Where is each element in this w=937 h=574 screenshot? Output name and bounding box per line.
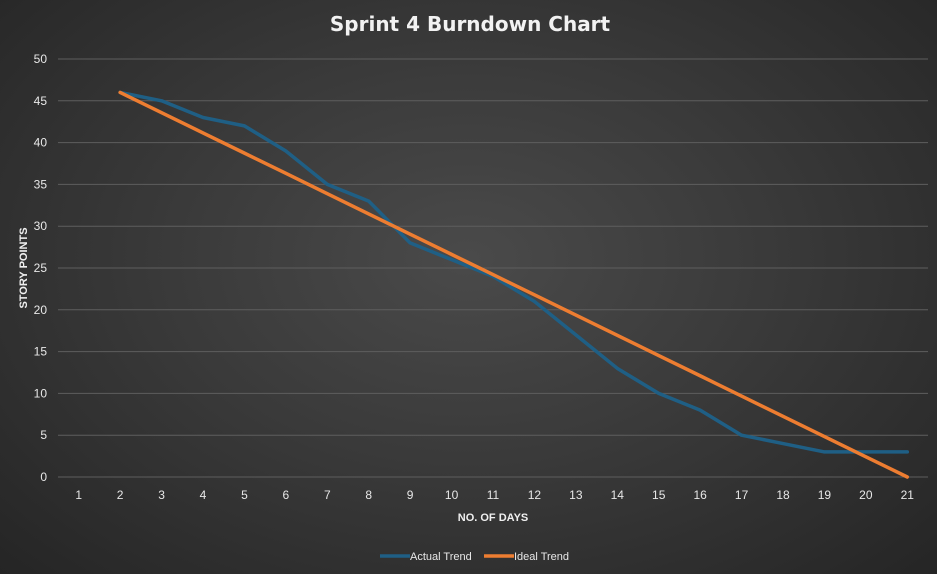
- x-tick-12: 12: [528, 488, 542, 502]
- grid-lines: [58, 58, 928, 478]
- x-tick-8: 8: [365, 488, 372, 502]
- y-tick-35: 35: [34, 177, 48, 191]
- y-tick-30: 30: [34, 219, 48, 233]
- x-tick-18: 18: [776, 488, 790, 502]
- x-axis-label: NO. OF DAYS: [458, 512, 529, 524]
- x-tick-3: 3: [158, 488, 165, 502]
- y-tick-40: 40: [34, 136, 48, 150]
- y-axis-label: STORY POINTS: [18, 227, 30, 308]
- y-tick-10: 10: [34, 386, 48, 400]
- x-tick-10: 10: [445, 488, 459, 502]
- legend: Actual Trend Ideal Trend: [380, 551, 569, 563]
- chart-title: Sprint 4 Burndown Chart: [330, 12, 611, 36]
- legend-item-ideal-trend: Ideal Trend: [484, 551, 569, 563]
- x-tick-17: 17: [735, 488, 749, 502]
- x-tick-20: 20: [859, 488, 873, 502]
- x-tick-14: 14: [611, 488, 625, 502]
- x-tick-9: 9: [407, 488, 414, 502]
- y-tick-15: 15: [34, 345, 48, 359]
- ideal-trend-line: [118, 90, 910, 479]
- x-tick-labels: 1 2 3 4 5 6 7 8 9 10 11 12 13 14 15 16 17 18 19 20 21: [75, 488, 914, 502]
- x-tick-16: 16: [693, 488, 707, 502]
- x-tick-6: 6: [283, 488, 290, 502]
- x-tick-2: 2: [117, 488, 124, 502]
- y-tick-20: 20: [34, 303, 48, 317]
- x-tick-1: 1: [75, 488, 82, 502]
- x-tick-7: 7: [324, 488, 331, 502]
- y-tick-45: 45: [34, 94, 48, 108]
- legend-label-actual-trend: Actual Trend: [410, 551, 472, 563]
- y-tick-50: 50: [34, 52, 48, 66]
- series-lines: [118, 90, 910, 479]
- x-tick-19: 19: [818, 488, 832, 502]
- actual-trend-line: [118, 90, 910, 454]
- y-tick-labels: 0 5 10 15 20 25 30 35 40 45 50: [34, 52, 48, 484]
- x-tick-5: 5: [241, 488, 248, 502]
- x-tick-21: 21: [901, 488, 915, 502]
- x-tick-15: 15: [652, 488, 666, 502]
- y-tick-25: 25: [34, 261, 48, 275]
- y-tick-5: 5: [40, 428, 47, 442]
- legend-label-ideal-trend: Ideal Trend: [514, 551, 569, 563]
- legend-item-actual-trend: Actual Trend: [380, 551, 472, 563]
- x-tick-4: 4: [200, 488, 207, 502]
- x-tick-11: 11: [487, 488, 500, 502]
- y-tick-0: 0: [40, 470, 47, 484]
- x-tick-13: 13: [569, 488, 583, 502]
